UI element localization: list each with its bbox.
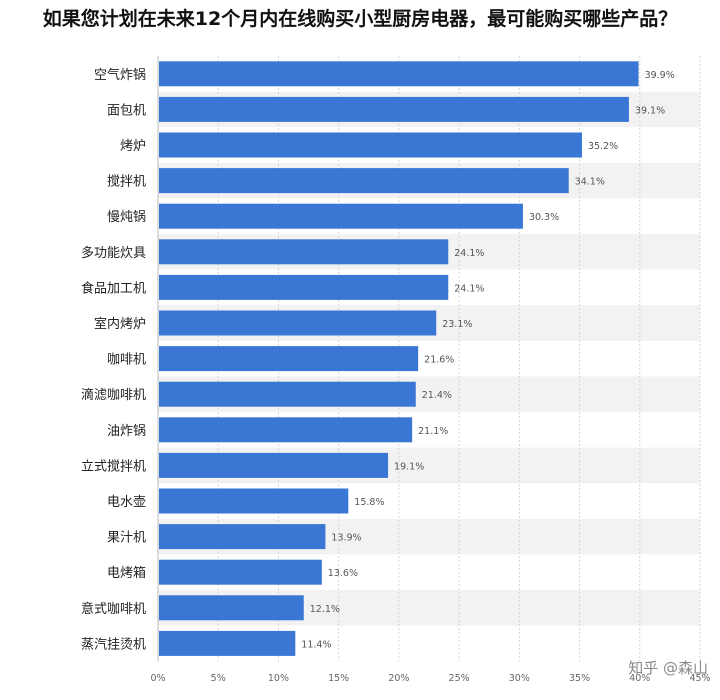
category-label: 多功能炊具	[81, 245, 146, 261]
data-label: 24.1%	[454, 283, 484, 294]
category-label: 电水壶	[107, 495, 146, 510]
bar	[159, 488, 349, 514]
bar	[159, 630, 296, 656]
category-label: 烤炉	[120, 139, 146, 154]
bar	[159, 381, 416, 407]
data-label: 21.1%	[418, 426, 448, 437]
chart-title: 如果您计划在未来12个月内在线购买小型厨房电器，最可能购买哪些产品？	[42, 8, 678, 30]
bar	[159, 274, 449, 300]
data-label: 21.6%	[424, 355, 454, 366]
bar	[159, 132, 582, 158]
data-label: 35.2%	[588, 141, 618, 152]
x-tick-label: 30%	[509, 673, 530, 684]
category-label: 意式咖啡机	[81, 601, 146, 617]
category-label: 油炸锅	[107, 423, 146, 439]
bar	[159, 417, 413, 443]
x-tick-label: 5%	[211, 673, 226, 684]
bar	[159, 239, 449, 265]
watermark: 知乎 @森山	[628, 659, 708, 677]
x-tick-label: 15%	[328, 673, 349, 684]
x-tick-label: 45%	[689, 673, 710, 684]
category-label: 搅拌机	[107, 174, 146, 190]
category-label: 室内烤炉	[94, 316, 146, 332]
bar	[159, 595, 304, 621]
data-label: 19.1%	[394, 461, 424, 472]
x-tick-label: 40%	[629, 673, 650, 684]
category-label: 果汁机	[107, 531, 146, 546]
data-label: 12.1%	[310, 604, 340, 615]
bar	[159, 310, 437, 336]
category-label: 立式搅拌机	[81, 458, 146, 474]
data-label: 23.1%	[442, 319, 472, 330]
bar	[159, 61, 639, 87]
data-label: 24.1%	[454, 248, 484, 259]
bar	[159, 168, 569, 194]
data-label: 39.1%	[635, 105, 665, 116]
bar	[159, 346, 419, 372]
category-label: 蒸汽挂烫机	[81, 637, 146, 652]
x-tick-label: 35%	[569, 673, 590, 684]
bar	[159, 96, 629, 122]
data-label: 11.4%	[301, 639, 331, 650]
x-tick-label: 20%	[388, 673, 409, 684]
data-label: 39.9%	[645, 70, 675, 81]
data-label: 13.6%	[328, 568, 358, 579]
category-label: 食品加工机	[81, 280, 146, 296]
category-label: 咖啡机	[107, 353, 146, 368]
category-label: 空气炸锅	[94, 67, 146, 83]
data-label: 34.1%	[575, 177, 605, 188]
x-tick-label: 10%	[268, 673, 289, 684]
x-tick-label: 0%	[150, 673, 165, 684]
bar	[159, 452, 389, 478]
data-label: 13.9%	[331, 533, 361, 544]
category-label: 电烤箱	[107, 565, 146, 581]
bar	[159, 203, 523, 229]
category-label: 滴滤咖啡机	[81, 387, 146, 403]
x-tick-label: 25%	[449, 673, 470, 684]
data-label: 30.3%	[529, 212, 559, 223]
category-label: 面包机	[107, 103, 146, 118]
category-label: 慢炖锅	[107, 209, 146, 225]
data-label: 15.8%	[354, 497, 384, 508]
bar	[159, 524, 326, 550]
data-label: 21.4%	[422, 390, 452, 401]
bar	[159, 559, 322, 585]
